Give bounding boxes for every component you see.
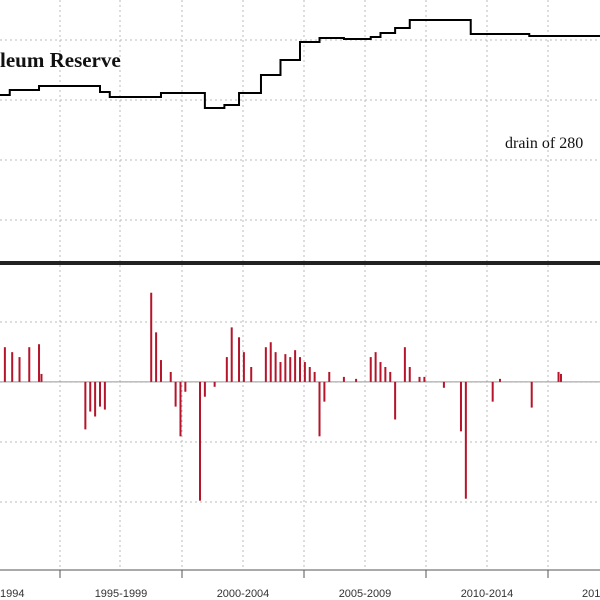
bar (264, 347, 267, 382)
bar (369, 357, 372, 382)
bar (159, 360, 162, 382)
bar (184, 381, 187, 392)
bar (238, 337, 241, 382)
bar (323, 381, 326, 402)
bar (389, 371, 392, 382)
bar (94, 381, 97, 417)
x-tick-label: 201 (582, 588, 600, 600)
bar (403, 347, 406, 382)
bar (313, 371, 316, 382)
bar (559, 373, 562, 382)
bar (418, 376, 421, 382)
bar (491, 381, 494, 402)
bar (3, 347, 6, 382)
bar (242, 352, 245, 382)
bar (308, 366, 311, 382)
bar (279, 362, 282, 382)
bar (169, 371, 172, 382)
bar (328, 371, 331, 382)
bar (179, 381, 182, 437)
x-tick-label: 1995-1999 (95, 588, 148, 600)
bar (155, 332, 158, 382)
bar (269, 342, 272, 382)
bar (379, 362, 382, 382)
bar (199, 381, 201, 501)
x-tick-label: 1994 (0, 588, 24, 600)
bar (284, 354, 287, 382)
bar (103, 381, 106, 410)
panel-divider (0, 261, 600, 265)
bar (18, 357, 21, 382)
grid (0, 0, 600, 570)
x-tick-label: 2005-2009 (339, 588, 392, 600)
bar (174, 381, 177, 407)
bar (84, 381, 87, 430)
bar (289, 357, 292, 382)
bar (28, 347, 31, 382)
bar (530, 381, 533, 408)
bar (374, 352, 377, 382)
bar (294, 350, 297, 382)
bar (408, 366, 411, 382)
bar (274, 352, 277, 382)
bar (89, 381, 92, 412)
bar (203, 381, 206, 397)
x-labels: 1994 1995-1999 2000-2004 2005-2009 2010-2014… (0, 570, 600, 600)
bar (442, 381, 445, 388)
x-tick-label: 2010-2014 (461, 588, 514, 600)
bar (499, 378, 501, 382)
bar (225, 357, 228, 382)
bar (384, 366, 387, 382)
bar (40, 373, 43, 382)
bar (423, 376, 426, 382)
bar (250, 366, 253, 382)
bar (303, 362, 306, 382)
bar (394, 381, 397, 420)
bar (318, 381, 321, 437)
bar (355, 378, 358, 382)
bar (150, 292, 153, 382)
bar (99, 381, 101, 407)
bar (213, 381, 216, 387)
marks (0, 19, 600, 501)
bar (464, 381, 467, 499)
bar (11, 352, 14, 382)
bar (342, 376, 345, 382)
bar (557, 371, 560, 382)
bar (230, 327, 233, 382)
bar (38, 344, 41, 382)
bar (459, 381, 462, 432)
line (0, 19, 600, 109)
annotation: drain of 280 (505, 135, 583, 152)
chart-title: leum Reserve (0, 48, 121, 72)
bar (299, 357, 301, 382)
x-tick-label: 2000-2004 (217, 588, 270, 600)
